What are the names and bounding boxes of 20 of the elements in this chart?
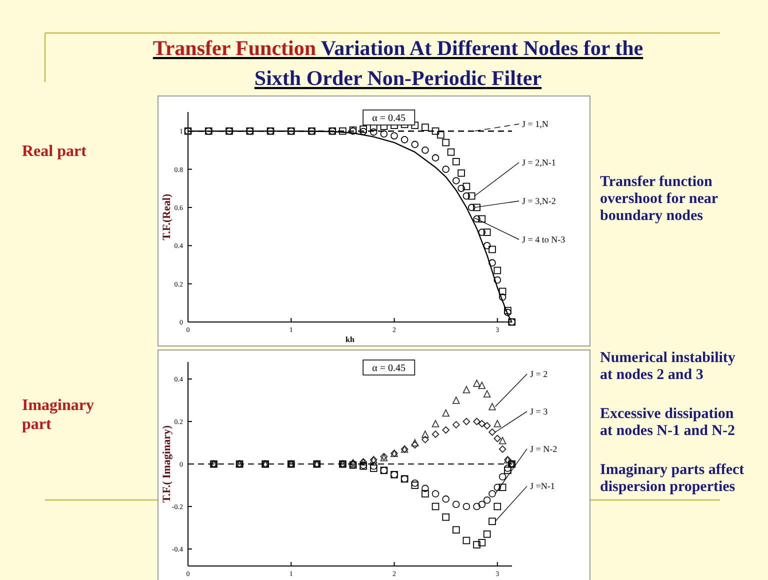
text: J = 4 to N-3 (522, 234, 566, 244)
x-axis-title: kh (346, 335, 355, 344)
text: J = 2,N-1 (522, 158, 556, 168)
chart-title: Transfer Function Variation At Different Nodes for the Sixth Order Non-Periodic Filter (152, 36, 644, 90)
text: Transfer function overshoot for near boundary nodes (600, 174, 718, 224)
legend-label: J = 1,N (522, 119, 549, 129)
text: Imaginary part (22, 397, 94, 433)
text: Imaginary parts affect dispersion properties (600, 462, 744, 495)
annotation: α = 0.45 (372, 363, 406, 374)
text: Real part (22, 143, 88, 160)
text: Numerical instability at nodes 2 and 3 (600, 350, 736, 383)
series-label: J = N-2 (530, 444, 558, 454)
y-axis-title: T.F.(Real) (161, 193, 173, 240)
text: Excessive dissipation at nodes N-1 and N-2 (600, 406, 736, 439)
y-axis-title: T.F.( Imaginary) (161, 425, 173, 503)
text: J = 3 (530, 406, 548, 416)
annotation: α = 0.45 (372, 113, 406, 124)
text: J = 2 (530, 369, 548, 379)
text: J =N-1 (530, 481, 555, 492)
legend-label: J = 3,N-2 (522, 196, 556, 206)
